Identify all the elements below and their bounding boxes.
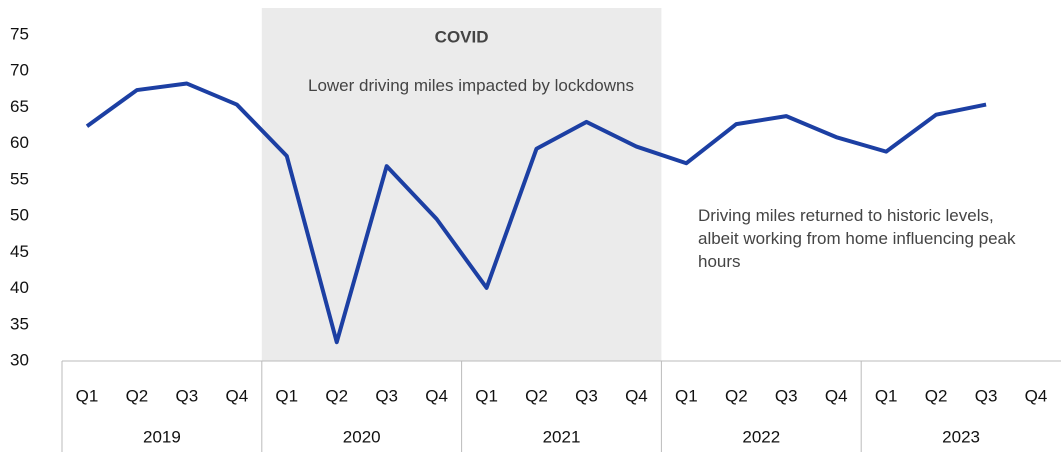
y-tick-label: 65 xyxy=(10,97,29,116)
x-tick-label: Q1 xyxy=(275,386,298,405)
x-tick-label: Q2 xyxy=(325,386,348,405)
y-tick-label: 35 xyxy=(10,314,29,333)
y-tick-label: 45 xyxy=(10,242,29,261)
x-tick-label: Q4 xyxy=(625,386,648,405)
x-tick-label: Q3 xyxy=(975,386,998,405)
x-tick-label: Q1 xyxy=(76,386,99,405)
x-tick-label: Q2 xyxy=(925,386,948,405)
x-tick-label: Q3 xyxy=(775,386,798,405)
x-tick-label: Q4 xyxy=(425,386,448,405)
year-label: 2019 xyxy=(143,427,181,446)
x-tick-label: Q2 xyxy=(725,386,748,405)
x-tick-label: Q1 xyxy=(875,386,898,405)
shade-title: COVID xyxy=(435,27,489,46)
x-tick-label: Q2 xyxy=(525,386,548,405)
x-tick-label: Q4 xyxy=(825,386,848,405)
x-tick-label: Q1 xyxy=(475,386,498,405)
year-label: 2022 xyxy=(742,427,780,446)
y-tick-label: 55 xyxy=(10,169,29,188)
shade xyxy=(261,8,662,361)
x-tick-label: Q2 xyxy=(126,386,149,405)
annotation: Driving miles returned to historic level… xyxy=(698,206,1016,271)
year-label: 2020 xyxy=(343,427,381,446)
x-tick-label: Q4 xyxy=(1025,386,1048,405)
y-tick-label: 75 xyxy=(10,24,29,43)
x-tick-label: Q1 xyxy=(675,386,698,405)
y-tick-label: 40 xyxy=(10,278,29,297)
y-tick-label: 70 xyxy=(10,61,29,80)
y-tick-label: 30 xyxy=(10,350,29,369)
year-label: 2023 xyxy=(942,427,980,446)
x-tick-label: Q3 xyxy=(375,386,398,405)
shade-note: Lower driving miles impacted by lockdown… xyxy=(308,76,634,95)
year-label: 2021 xyxy=(543,427,581,446)
y-tick-label: 50 xyxy=(10,206,29,225)
x-tick-label: Q3 xyxy=(575,386,598,405)
line xyxy=(85,81,987,345)
y-tick-label: 60 xyxy=(10,133,29,152)
x-tick-label: Q4 xyxy=(225,386,248,405)
x-tick-label: Q3 xyxy=(176,386,199,405)
